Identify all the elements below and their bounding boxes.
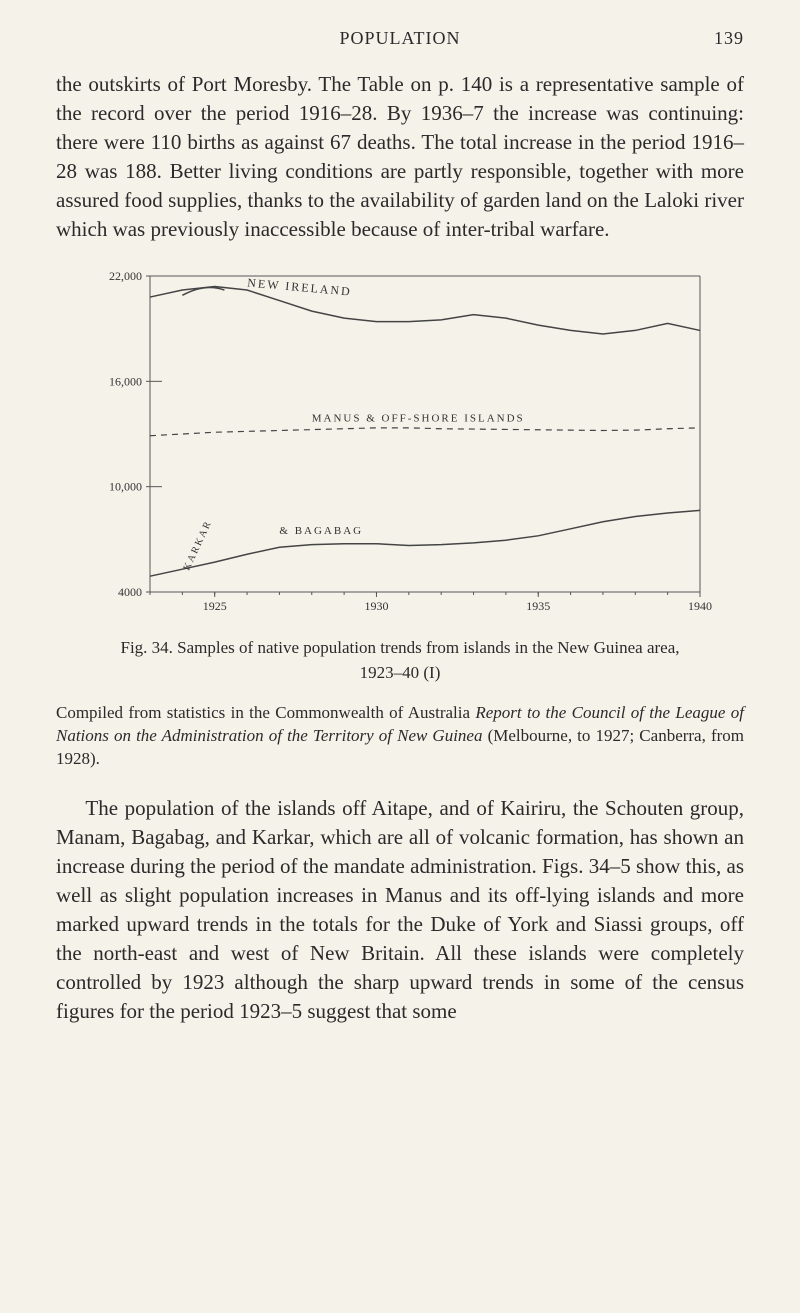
svg-text:4000: 4000 (118, 585, 142, 599)
running-header: POPULATION 139 (56, 28, 744, 49)
caption-line-2: 1923–40 (I) (56, 661, 744, 684)
caption-source-prefix: Compiled from statistics in the Commonwe… (56, 703, 475, 722)
series-label-manus: MANUS & OFF-SHORE ISLANDS (312, 413, 525, 425)
population-chart-svg: 400010,00016,00022,0001925193019351940NE… (80, 266, 720, 626)
series-new-ireland (150, 286, 700, 333)
body-paragraph-2: The population of the islands off Aitape… (56, 794, 744, 1026)
page: POPULATION 139 the outskirts of Port Mor… (0, 0, 800, 1087)
svg-text:10,000: 10,000 (109, 479, 142, 493)
caption-line-1: Fig. 34. Samples of native population tr… (56, 636, 744, 659)
chart-figure-34: 400010,00016,00022,0001925193019351940NE… (56, 266, 744, 626)
series-karkar-bagabag (150, 510, 700, 576)
svg-text:1925: 1925 (203, 599, 227, 613)
svg-text:1935: 1935 (526, 599, 550, 613)
caption-source: Compiled from statistics in the Commonwe… (56, 701, 744, 770)
svg-text:16,000: 16,000 (109, 374, 142, 388)
svg-text:1930: 1930 (364, 599, 388, 613)
svg-text:1940: 1940 (688, 599, 712, 613)
body-paragraph-1: the outskirts of Port Moresby. The Table… (56, 70, 744, 244)
svg-text:22,000: 22,000 (109, 269, 142, 283)
series-label-bagabag: & BAGABAG (279, 525, 363, 537)
page-number: 139 (704, 28, 744, 49)
figure-caption: Fig. 34. Samples of native population tr… (56, 636, 744, 771)
running-title: POPULATION (96, 28, 704, 49)
series-manus-offshore (150, 428, 700, 436)
series-label-karkar: KARKAR (182, 518, 215, 572)
